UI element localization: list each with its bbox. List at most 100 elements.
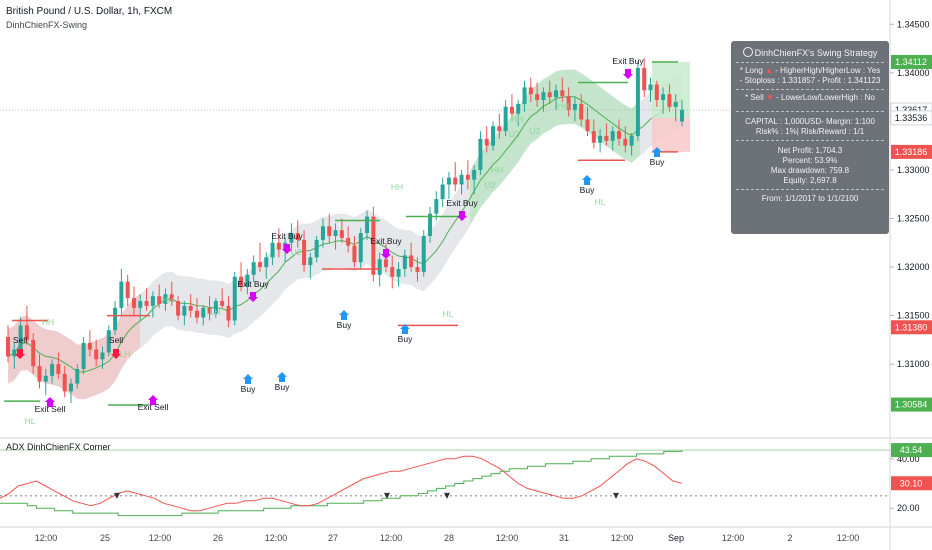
time-axis-label: 12:00 [611, 533, 634, 543]
adx-cross-marker [444, 492, 450, 499]
buy-arrow-icon [277, 372, 287, 382]
candle-body [333, 230, 338, 236]
panel-divider [736, 189, 884, 190]
period: From: 1/1/2017 to 1/1/2100 [761, 194, 859, 203]
price-badge [891, 397, 932, 412]
price-tick-label: 1.31000 [897, 359, 930, 369]
candle-body [226, 305, 231, 321]
signal-label-swing: HH [42, 317, 54, 327]
time-axis-label: 12:00 [496, 533, 519, 543]
candle-body [654, 84, 659, 101]
sell-suffix: - LowerLow/LowerHigh : No [776, 93, 875, 102]
candle-body [434, 199, 439, 214]
warning-triangle-icon: ▲ [765, 66, 774, 75]
long-condition: * Long ▲ - HigherHigh/HigherLow : Yes [736, 66, 884, 76]
candle-body [598, 135, 603, 143]
signal-label-swing: LH [210, 307, 221, 317]
candle-body [239, 276, 244, 287]
candle-body [81, 342, 86, 370]
candle-body [635, 67, 640, 136]
panel-divider [736, 89, 884, 90]
candle-body [642, 67, 647, 91]
exit-arrow-icon [45, 397, 55, 407]
exit-arrow-icon [623, 69, 633, 79]
candle-body [100, 352, 105, 360]
time-axis-label: 28 [444, 533, 454, 543]
candle-body [163, 294, 168, 304]
signal-label-swing: HH [557, 101, 569, 111]
candle-body [12, 349, 17, 357]
chart-header: British Pound / U.S. Dollar, 1h, FXCM Di… [6, 6, 172, 30]
panel-title: DinhChienFX's Swing Strategy [754, 48, 878, 58]
signal-label-exit: Exit Buy [271, 231, 303, 241]
candle-body [604, 135, 609, 141]
candle-body [623, 138, 628, 146]
candle-body [169, 294, 174, 302]
candle-body [339, 230, 344, 238]
signal-label-swing: HH [511, 114, 523, 124]
adx-tick-label: 40.00 [897, 454, 920, 464]
price-badge-label: 1.30584 [895, 400, 928, 410]
candle-body [497, 126, 502, 132]
candle-body [194, 310, 199, 318]
symbol-title[interactable]: British Pound / U.S. Dollar, 1h, FXCM [6, 6, 173, 17]
stop-loss-zone [652, 117, 690, 152]
time-axis-label: 12:00 [265, 533, 288, 543]
price-tick-label: 1.33000 [897, 165, 930, 175]
adx-red-line [0, 455, 683, 512]
price-tick-label: 1.31500 [897, 311, 930, 321]
signal-label-swing: LH [120, 349, 131, 359]
price-badge-label: 1.33186 [895, 147, 928, 157]
adx-title[interactable]: ADX DinhChienFX Corner [6, 442, 111, 452]
signal-label-exit: Exit Buy [446, 198, 478, 208]
candle-body [446, 177, 451, 185]
candle-body [327, 226, 332, 236]
candle-body [18, 325, 23, 350]
price-badge [891, 144, 932, 159]
signal-label-exit: Exit Buy [612, 56, 644, 66]
candle-body [37, 366, 42, 382]
adx-cross-marker [384, 492, 390, 499]
candle-body [264, 257, 269, 268]
candle-body [245, 274, 250, 287]
candle-body [113, 307, 118, 331]
sell-arrow-icon [15, 349, 25, 359]
candle-body [465, 174, 470, 180]
sell-arrow-icon [111, 349, 121, 359]
time-axis-label: 27 [328, 533, 338, 543]
candle-body [94, 349, 99, 360]
candle-body [220, 301, 225, 306]
price-tick-label: 1.32500 [897, 214, 930, 224]
signal-label-swing: HH [162, 295, 174, 305]
candle-body [50, 364, 55, 376]
price-badge [891, 54, 932, 69]
price-badge [891, 320, 932, 335]
signal-label-buy: Buy [650, 157, 665, 167]
panel-divider [736, 62, 884, 63]
candle-body [289, 233, 294, 243]
candle-body [125, 281, 130, 299]
candle-body [484, 138, 489, 146]
time-axis-label: 12:00 [35, 533, 58, 543]
candle-body [131, 298, 136, 308]
signal-label-swing: U2 [509, 129, 520, 139]
candle-body [516, 103, 521, 114]
candle-body [377, 259, 382, 275]
price-tick-label: 1.34000 [897, 68, 930, 78]
adx-cross-marker [114, 492, 120, 499]
candle-body [371, 216, 376, 275]
candle-body [396, 268, 401, 277]
panel-divider [736, 111, 884, 112]
sell-prefix: * Sell [745, 93, 764, 102]
candle-body [182, 305, 187, 316]
time-axis-label: 12:00 [380, 533, 403, 543]
candle-body [560, 90, 565, 97]
candle-body [302, 239, 307, 266]
signal-label-swing: U2 [485, 180, 496, 190]
candle-body [24, 325, 29, 340]
signal-label-swing: HH [391, 182, 403, 192]
indicator-name[interactable]: DinhChienFX-Swing [6, 20, 88, 30]
panel-title-row: DinhChienFX's Swing Strategy [736, 47, 884, 58]
exit-arrow-icon [457, 211, 467, 221]
